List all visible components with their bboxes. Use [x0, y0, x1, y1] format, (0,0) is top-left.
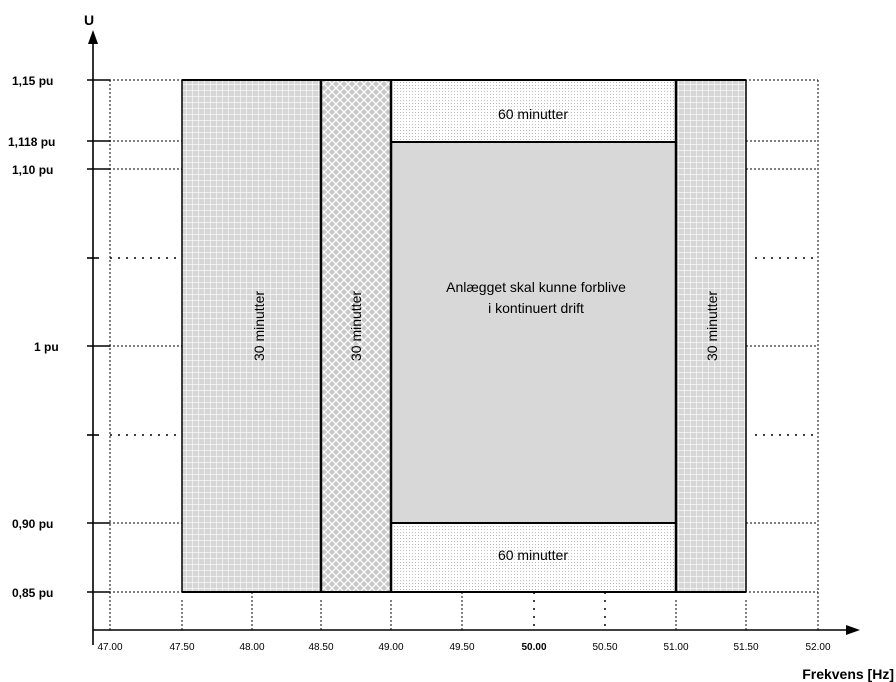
y-axis-arrow-icon [88, 30, 98, 44]
y-tick-label: 1,118 pu [8, 135, 55, 149]
x-tick-label: 49.50 [449, 642, 474, 653]
x-tick-label: 47.50 [169, 642, 194, 653]
dotted-grid-vertical-sparse [533, 592, 606, 630]
y-axis-label: U [84, 12, 94, 28]
x-tick-labels: 47.00 47.50 48.00 48.50 49.00 49.50 50.0… [97, 642, 830, 653]
dotted-grid-horizontal [93, 79, 818, 593]
dotted-grid-vertical [109, 80, 819, 630]
y-tick-label: 1,15 pu [12, 74, 53, 88]
y-tick-labels: 1,15 pu 1,118 pu 1,10 pu 1 pu 0,90 pu 0,… [8, 74, 59, 600]
region-label-bottom-band: 60 minutter [498, 547, 568, 563]
region-right [676, 80, 746, 592]
region-label-left-outer: 30 minutter [251, 291, 267, 361]
region-borders [181, 79, 747, 593]
region-left-inner [321, 80, 391, 592]
y-tick-label: 1,10 pu [12, 163, 53, 177]
x-tick-label: 51.00 [663, 642, 688, 653]
region-label-right: 30 minutter [704, 291, 720, 361]
y-tick-marks [87, 79, 110, 593]
region-left-outer [182, 80, 321, 592]
region-label-continuous-line1: Anlægget skal kunne forblive [446, 279, 626, 295]
x-tick-label: 52.00 [805, 642, 830, 653]
region-label-continuous-line2: i kontinuert drift [488, 300, 584, 316]
x-tick-label: 48.00 [239, 642, 264, 653]
x-tick-label: 48.50 [308, 642, 333, 653]
y-tick-label: 0,90 pu [12, 517, 53, 531]
y-tick-label: 1 pu [34, 340, 59, 354]
x-axis-label: Frekvens [Hz] [802, 666, 894, 682]
y-tick-label: 0,85 pu [12, 586, 53, 600]
x-tick-label: 50.00 [521, 642, 546, 653]
x-axis-arrow-icon [846, 625, 860, 635]
region-top-band [391, 80, 676, 142]
x-tick-label: 51.50 [733, 642, 758, 653]
region-label-left-inner: 30 minutter [348, 291, 364, 361]
region-label-top-band: 60 minutter [498, 106, 568, 122]
x-tick-label: 50.50 [592, 642, 617, 653]
region-continuous [391, 142, 676, 523]
x-tick-label: 49.00 [378, 642, 403, 653]
region-bottom-band [391, 523, 676, 592]
x-tick-label: 47.00 [97, 642, 122, 653]
